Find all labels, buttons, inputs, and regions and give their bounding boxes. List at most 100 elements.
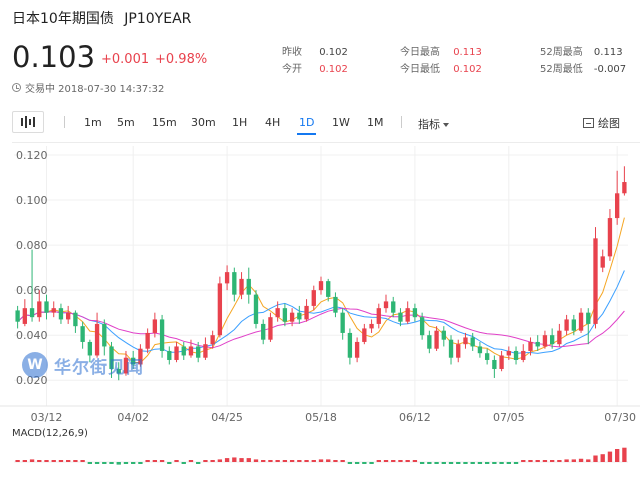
candle-body [571, 319, 576, 331]
candle [600, 249, 605, 273]
period-4h[interactable]: 4H [265, 116, 281, 129]
macd-bar [246, 458, 251, 462]
candle-body [593, 238, 598, 324]
candle [196, 341, 201, 363]
x-tick-label: 07/05 [493, 411, 525, 424]
y-tick-label: 0.120 [16, 149, 48, 162]
candle [347, 328, 353, 365]
period-1mo[interactable]: 1M [367, 116, 384, 129]
y-tick-label: 0.020 [16, 374, 48, 387]
candle-body [304, 305, 309, 320]
candle-body [138, 348, 143, 365]
prev-close-label: 昨收 [282, 47, 302, 58]
candle-body [528, 341, 533, 351]
candle-body [456, 344, 461, 358]
chart-type-button[interactable] [12, 111, 44, 133]
candle-body [419, 317, 425, 336]
macd-bar [571, 459, 576, 462]
candle-body [282, 308, 288, 322]
candle [224, 265, 230, 291]
candle-body [427, 335, 432, 349]
candle-body [448, 339, 454, 358]
candle-body [246, 278, 251, 295]
period-5m[interactable]: 5m [117, 116, 135, 129]
candle [542, 330, 548, 349]
candle [622, 166, 627, 196]
macd-bar [29, 459, 35, 462]
candle-body [167, 350, 172, 360]
macd-bar [448, 462, 454, 464]
draw-icon [583, 118, 594, 128]
candle [318, 276, 324, 295]
candle-body [383, 301, 389, 309]
macd-bar [614, 449, 620, 462]
macd-bar [484, 462, 490, 464]
candle-body [340, 312, 345, 333]
macd-bar [549, 460, 555, 462]
candle [51, 301, 56, 318]
x-tick-label: 03/12 [31, 411, 63, 424]
period-1h[interactable]: 1H [232, 116, 248, 129]
candle-body [362, 328, 367, 342]
y-tick-label: 0.040 [16, 329, 48, 342]
candle-body [506, 350, 511, 356]
draw-button[interactable]: 绘图 [583, 115, 620, 131]
candle [456, 339, 461, 363]
x-tick-label: 07/30 [604, 411, 636, 424]
period-1w[interactable]: 1W [332, 116, 350, 129]
indicators-dropdown[interactable]: 指标 [418, 116, 449, 132]
candle-body [15, 310, 20, 322]
period-1d[interactable]: 1D [296, 116, 318, 135]
macd-bar [427, 462, 432, 464]
macd-bar [217, 459, 223, 462]
trade-status: 交易中 2018-07-30 14:37:32 [12, 80, 164, 95]
candles [15, 166, 627, 381]
day-high-label: 今日最高 [400, 47, 440, 58]
macd-bar [391, 460, 396, 462]
candle-body [261, 323, 266, 340]
candle [513, 346, 519, 365]
macd-bar [441, 462, 446, 464]
candle [557, 323, 562, 347]
candle-body [217, 283, 223, 336]
candle-body [578, 312, 584, 331]
candle-body [484, 353, 490, 360]
period-30m[interactable]: 30m [191, 116, 216, 129]
y-tick-label: 0.080 [16, 239, 48, 252]
candle [564, 314, 569, 336]
w52-low-label: 52周最低 [540, 64, 583, 75]
candle-body [203, 344, 208, 358]
macd-bar [593, 455, 598, 462]
candle [80, 321, 85, 349]
x-tick-label: 04/25 [211, 411, 243, 424]
candle-body [600, 256, 605, 268]
candle [470, 332, 475, 351]
period-1m[interactable]: 1m [84, 116, 102, 129]
candle [37, 290, 42, 322]
macd-bar [131, 462, 136, 464]
open-stat: 今开 0.102 [282, 60, 348, 75]
candle [607, 209, 613, 261]
candle-body [188, 346, 194, 356]
candle [333, 292, 338, 318]
candle [593, 227, 598, 329]
macd-histogram [14, 447, 628, 465]
macd-label: MACD(12,26,9) [12, 428, 88, 439]
candle-body [109, 346, 114, 369]
macd-bar [470, 462, 475, 464]
x-tick-label: 06/12 [399, 411, 431, 424]
candle [340, 308, 345, 340]
candle-body [535, 341, 540, 347]
macd-bar [44, 460, 49, 462]
day-low-label: 今日最低 [400, 64, 440, 75]
draw-label: 绘图 [598, 117, 620, 130]
period-15m[interactable]: 15m [152, 116, 177, 129]
prev-close-value: 0.102 [319, 47, 348, 58]
candle [167, 346, 172, 365]
candle-body [22, 308, 28, 324]
candle [376, 303, 381, 329]
macd-bar [607, 451, 613, 462]
macd-bar [37, 460, 42, 462]
candle-body [297, 312, 302, 320]
